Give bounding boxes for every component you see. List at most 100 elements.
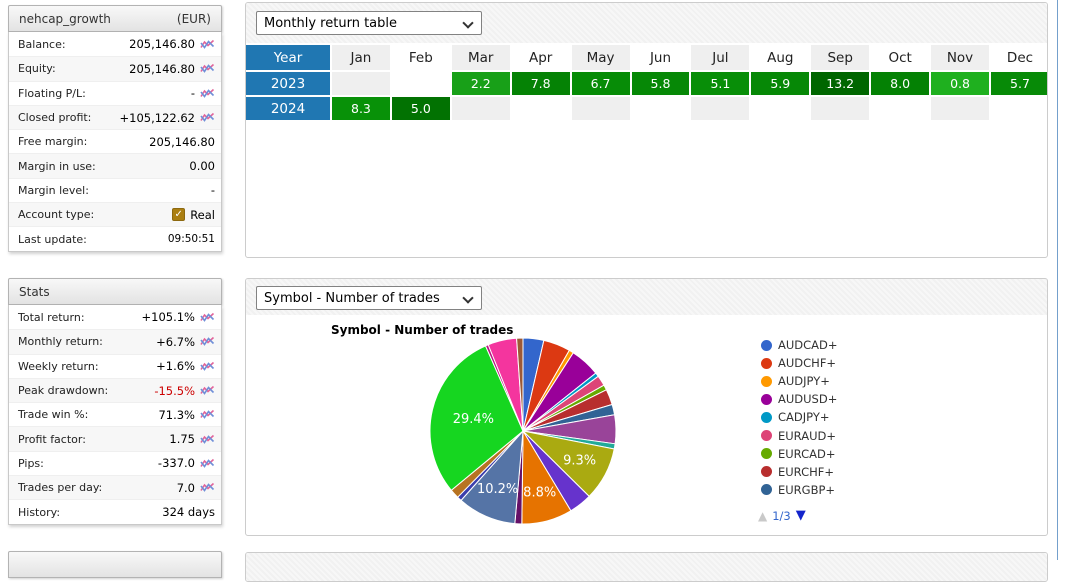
legend-label: AUDCAD+ <box>778 338 838 353</box>
return-cell: 5.7 <box>990 72 1047 95</box>
right-bottom-panel-strip <box>246 553 1047 581</box>
stat-value: 09:50:51 <box>167 233 215 246</box>
legend-dot <box>761 430 772 442</box>
stat-row: Margin in use: 0.00 <box>9 153 221 178</box>
chart-edit-icon[interactable] <box>200 458 215 469</box>
stat-row: Profit factor: 1.75 <box>9 426 221 451</box>
return-cell <box>571 97 630 120</box>
month-header-cell: Apr <box>511 45 570 70</box>
stat-label: Peak drawdown: <box>18 384 109 398</box>
pie-legend: AUDCAD+ AUDCHF+ AUDJPY+ AUDUSD+ CADJPY+ EURAU… <box>761 336 838 499</box>
return-cell <box>391 72 450 95</box>
stat-label: Profit factor: <box>18 432 86 446</box>
legend-item: AUDCAD+ <box>761 336 838 354</box>
stat-label: Last update: <box>18 232 87 246</box>
legend-dot <box>761 484 772 496</box>
account-panel: nehcap_growth (EUR) Balance: 205,146.80 Eq… <box>8 5 222 252</box>
return-cell: 5.1 <box>691 72 750 95</box>
chart-edit-icon[interactable] <box>200 409 215 420</box>
table-row: 2024 8.3 5.0 <box>246 97 1047 120</box>
account-rows: Balance: 205,146.80 Equity: 205,146.80 Float… <box>8 32 222 252</box>
legend-item: EURCHF+ <box>761 463 838 481</box>
stat-label: Free margin: <box>18 135 88 149</box>
legend-item: AUDJPY+ <box>761 372 838 390</box>
stat-value: -15.5% <box>154 383 195 398</box>
return-cell: 5.0 <box>391 97 450 120</box>
chart-edit-icon[interactable] <box>200 336 215 347</box>
stats-panel: Stats Total return: +105.1% Monthly return… <box>8 278 222 525</box>
legend-label: EURGBP+ <box>778 482 836 497</box>
stat-value: 1.75 <box>169 432 195 447</box>
month-header-cell: Jun <box>631 45 690 70</box>
symbol-view-strip: Symbol - Number of trades <box>246 279 1047 315</box>
page-up-icon[interactable]: ▲ <box>758 508 768 523</box>
legend-dot <box>761 393 772 405</box>
stat-value: +105.1% <box>141 310 196 325</box>
chart-edit-icon[interactable] <box>200 312 215 323</box>
chart-edit-icon[interactable] <box>200 88 215 99</box>
legend-item: EURGBP+ <box>761 481 838 499</box>
stat-label: Margin in use: <box>18 159 96 173</box>
stats-title: Stats <box>19 284 50 299</box>
stat-value: +6.7% <box>156 334 195 349</box>
monthly-return-panel: Monthly return table Year Jan Feb Mar Apr May… <box>245 2 1048 258</box>
slice-percent-label: 10.2% <box>477 482 518 497</box>
year-cell: 2023 <box>246 72 330 95</box>
return-cell: 2.2 <box>451 72 510 95</box>
return-cell <box>751 97 810 120</box>
stat-label: Trades per day: <box>18 481 103 495</box>
legend-label: CADJPY+ <box>778 410 830 425</box>
legend-item: EURAUD+ <box>761 426 838 444</box>
chart-edit-icon[interactable] <box>200 434 215 445</box>
chart-edit-icon[interactable] <box>200 385 215 396</box>
month-header-cell: Mar <box>451 45 510 70</box>
chart-edit-icon[interactable] <box>200 112 215 123</box>
chart-edit-icon[interactable] <box>200 482 215 493</box>
return-cell <box>871 97 930 120</box>
stat-row: Margin level: - <box>9 177 221 202</box>
return-cell: 7.8 <box>511 72 570 95</box>
stat-row: Last update: 09:50:51 <box>9 226 221 250</box>
chart-edit-icon[interactable] <box>200 361 215 372</box>
stat-value: 205,146.80 <box>129 37 195 52</box>
slice-percent-label: 29.4% <box>453 412 494 427</box>
stat-value: 324 days <box>162 505 215 520</box>
stat-value: +105,122.62 <box>119 110 195 125</box>
month-header-cell: Feb <box>391 45 450 70</box>
stat-value: 205,146.80 <box>149 134 215 149</box>
return-cell <box>631 97 690 120</box>
symbol-view-select[interactable]: Symbol - Number of trades <box>256 286 482 310</box>
chart-edit-icon[interactable] <box>200 39 215 50</box>
return-cell <box>451 97 510 120</box>
legend-label: EURCAD+ <box>778 446 836 461</box>
stat-row: Equity: 205,146.80 <box>9 56 221 81</box>
legend-dot <box>761 466 772 478</box>
stat-label: Floating P/L: <box>18 86 86 100</box>
stat-value: +1.6% <box>156 359 195 374</box>
legend-item: AUDUSD+ <box>761 390 838 408</box>
pie-chart: 9.3% 8.8% 10.2% 29.4% <box>429 337 617 525</box>
return-cell <box>931 97 989 120</box>
legend-label: AUDJPY+ <box>778 374 830 389</box>
stat-value: - <box>210 183 215 198</box>
monthly-view-strip: Monthly return table <box>246 3 1047 43</box>
stat-label: Balance: <box>18 37 66 51</box>
page-down-icon[interactable]: ▼ <box>795 508 806 523</box>
stat-label: Trade win %: <box>18 408 89 422</box>
stat-row: Free margin: 205,146.80 <box>9 129 221 153</box>
stat-row: Monthly return: +6.7% <box>9 329 221 354</box>
month-header-cell: Sep <box>811 45 870 70</box>
stat-row: Balance: 205,146.80 <box>9 32 221 56</box>
legend-pager: ▲ 1/3 ▼ <box>758 508 806 523</box>
year-cell: 2024 <box>246 97 330 120</box>
stat-value: 205,146.80 <box>129 61 195 76</box>
monthly-view-select[interactable]: Monthly return table <box>256 11 482 35</box>
chart-edit-icon[interactable] <box>200 63 215 74</box>
stat-row: Peak drawdown: -15.5% <box>9 377 221 403</box>
legend-item: AUDCHF+ <box>761 354 838 372</box>
table-header-row: Year Jan Feb Mar Apr May Jun Jul Aug Sep Oct Nov Dec <box>246 45 1047 70</box>
stats-panel-header: Stats <box>8 278 222 305</box>
stats-rows: Total return: +105.1% Monthly return: +6.7%… <box>8 305 222 525</box>
stat-row: Account type: ✓ Real <box>9 202 221 227</box>
pie-slice <box>429 345 524 491</box>
